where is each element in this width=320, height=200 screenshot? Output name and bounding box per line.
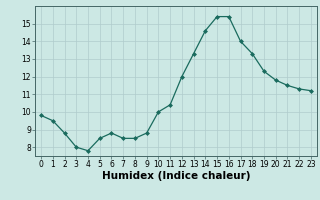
- X-axis label: Humidex (Indice chaleur): Humidex (Indice chaleur): [102, 171, 250, 181]
